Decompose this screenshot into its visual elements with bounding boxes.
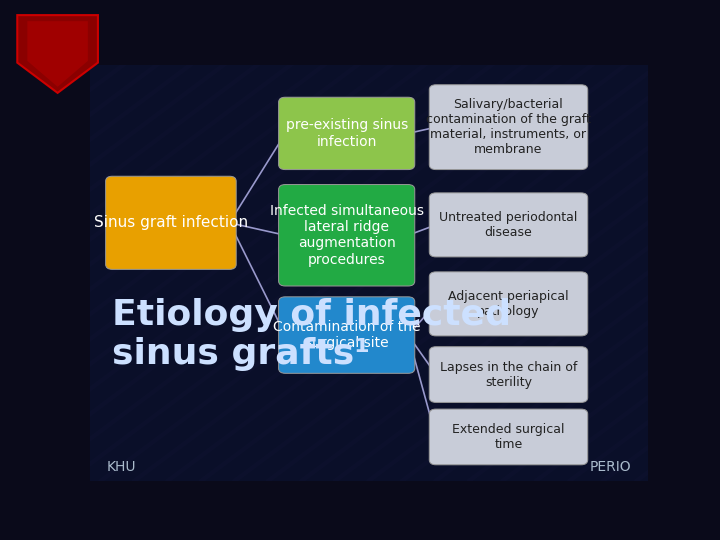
Text: KHU: KHU [107, 461, 136, 474]
Text: Untreated periodontal
disease: Untreated periodontal disease [439, 211, 577, 239]
Text: Sinus graft infection: Sinus graft infection [94, 215, 248, 230]
FancyBboxPatch shape [279, 97, 415, 170]
Text: Etiology of infected
sinus grafts¹: Etiology of infected sinus grafts¹ [112, 298, 511, 371]
Text: pre-existing sinus
infection: pre-existing sinus infection [286, 118, 408, 149]
Text: Salivary/bacterial
contamination of the graft
material, instruments, or
membrane: Salivary/bacterial contamination of the … [426, 98, 591, 156]
FancyBboxPatch shape [279, 185, 415, 286]
FancyBboxPatch shape [106, 176, 236, 269]
Text: Extended surgical
time: Extended surgical time [452, 423, 564, 451]
Text: PERIO: PERIO [590, 461, 631, 474]
FancyBboxPatch shape [429, 193, 588, 257]
FancyBboxPatch shape [429, 409, 588, 465]
Text: Infected simultaneous
lateral ridge
augmentation
procedures: Infected simultaneous lateral ridge augm… [270, 204, 423, 267]
Text: Adjacent periapical
pathology: Adjacent periapical pathology [448, 290, 569, 318]
Text: Lapses in the chain of
sterility: Lapses in the chain of sterility [440, 361, 577, 389]
FancyBboxPatch shape [279, 297, 415, 373]
Polygon shape [17, 15, 98, 93]
FancyBboxPatch shape [429, 272, 588, 336]
Polygon shape [27, 21, 88, 87]
FancyBboxPatch shape [429, 347, 588, 402]
FancyBboxPatch shape [429, 85, 588, 170]
Text: Contamination of the
surgical site: Contamination of the surgical site [273, 320, 420, 350]
